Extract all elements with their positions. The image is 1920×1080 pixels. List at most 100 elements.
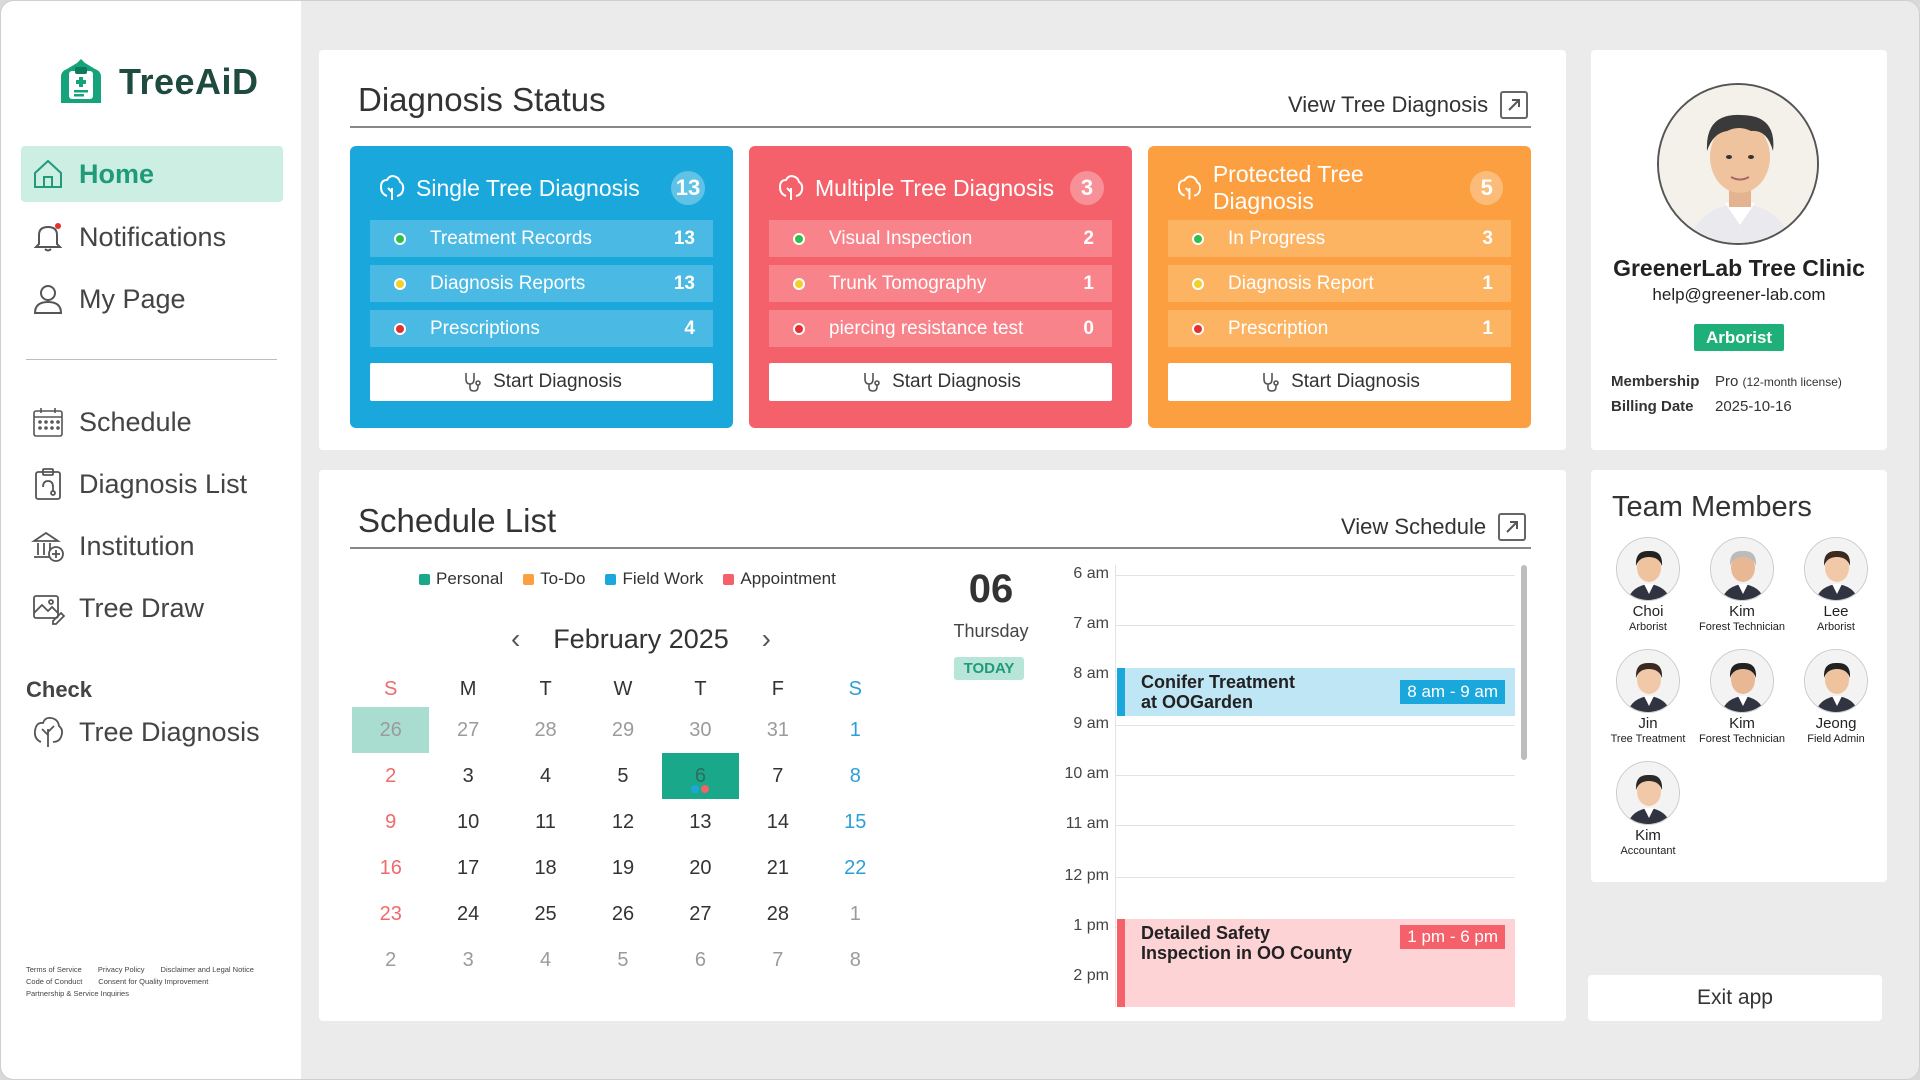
legend-field-work[interactable]: Field Work bbox=[605, 569, 703, 589]
calendar-day[interactable]: 26 bbox=[611, 902, 635, 925]
nav-institution[interactable]: Institution bbox=[21, 518, 283, 574]
calendar-day[interactable]: 7 bbox=[772, 764, 784, 787]
diagnosis-report-row[interactable]: Diagnosis Report 1 bbox=[1168, 265, 1511, 302]
calendar-day[interactable]: 15 bbox=[844, 810, 867, 833]
today-badge[interactable]: TODAY bbox=[954, 657, 1024, 680]
calendar-day[interactable]: 23 bbox=[379, 902, 402, 925]
tree-outline-icon bbox=[379, 174, 405, 200]
schedule-legend: Personal To-Do Field Work Appointment bbox=[419, 569, 836, 589]
team-member[interactable]: Lee Arborist bbox=[1789, 537, 1883, 633]
calendar-day[interactable]: 19 bbox=[611, 856, 635, 879]
calendar-day[interactable]: 26 bbox=[352, 707, 430, 753]
calendar-day[interactable]: 8 bbox=[849, 948, 861, 971]
calendar-day[interactable]: 20 bbox=[689, 856, 712, 879]
membership-value: Pro bbox=[1715, 373, 1739, 390]
in-progress-row[interactable]: In Progress 3 bbox=[1168, 220, 1511, 257]
treatment-records-row[interactable]: Treatment Records 13 bbox=[370, 220, 713, 257]
next-month-button[interactable]: › bbox=[761, 623, 771, 654]
legend-personal[interactable]: Personal bbox=[419, 569, 503, 589]
calendar-day[interactable]: 1 bbox=[849, 902, 861, 925]
nav-schedule[interactable]: Schedule bbox=[21, 394, 283, 450]
calendar-day[interactable]: 22 bbox=[844, 856, 867, 879]
nav-notifications[interactable]: Notifications bbox=[21, 209, 283, 265]
clinic-name: GreenerLab Tree Clinic bbox=[1613, 255, 1865, 281]
calendar-day[interactable]: 1 bbox=[849, 718, 861, 741]
visual-inspection-row[interactable]: Visual Inspection 2 bbox=[769, 220, 1112, 257]
calendar-day[interactable]: 10 bbox=[457, 810, 480, 833]
legend-label: Appointment bbox=[740, 569, 836, 588]
profile-avatar[interactable] bbox=[1657, 83, 1819, 245]
calendar-day[interactable]: 27 bbox=[689, 902, 712, 925]
team-member[interactable]: Kim Forest Technician bbox=[1695, 649, 1789, 745]
calendar-day[interactable]: 17 bbox=[457, 856, 480, 879]
calendar-day[interactable]: 28 bbox=[534, 718, 557, 741]
nav-tree-draw[interactable]: Tree Draw bbox=[21, 580, 283, 636]
nav-my-page[interactable]: My Page bbox=[21, 271, 283, 327]
start-single-diagnosis-button[interactable]: Start Diagnosis bbox=[370, 363, 713, 401]
calendar-day[interactable]: 2 bbox=[385, 764, 397, 787]
diagnosis-reports-row[interactable]: Diagnosis Reports 13 bbox=[370, 265, 713, 302]
calendar-day[interactable]: 6 bbox=[661, 753, 740, 799]
app-logo[interactable]: TreeAiD bbox=[55, 57, 259, 107]
calendar-day[interactable]: 24 bbox=[457, 902, 480, 925]
legend-todo[interactable]: To-Do bbox=[523, 569, 585, 589]
prev-month-button[interactable]: ‹ bbox=[511, 623, 521, 654]
prescription-row[interactable]: Prescription 1 bbox=[1168, 310, 1511, 347]
footer-link-consent[interactable]: Consent for Quality Improvement bbox=[98, 977, 209, 986]
weekday-header: W bbox=[613, 677, 633, 700]
calendar-day[interactable]: 5 bbox=[617, 948, 629, 971]
calendar-day[interactable]: 11 bbox=[535, 810, 556, 833]
view-schedule-link[interactable]: View Schedule bbox=[1341, 513, 1527, 541]
event-conifer-treatment[interactable]: Conifer Treatment at OOGarden 8 am - 9 a… bbox=[1117, 668, 1515, 716]
footer-link-privacy[interactable]: Privacy Policy bbox=[97, 965, 145, 974]
calendar-day[interactable]: 30 bbox=[689, 718, 712, 741]
calendar-day[interactable]: 28 bbox=[766, 902, 789, 925]
calendar-day[interactable]: 16 bbox=[379, 856, 402, 879]
calendar-day[interactable]: 9 bbox=[385, 810, 397, 833]
nav-diagnosis-list[interactable]: Diagnosis List bbox=[21, 456, 283, 512]
calendar-day[interactable]: 21 bbox=[766, 856, 789, 879]
calendar-day[interactable]: 3 bbox=[462, 764, 474, 787]
view-tree-diagnosis-link[interactable]: View Tree Diagnosis bbox=[1288, 91, 1529, 119]
start-protected-diagnosis-button[interactable]: Start Diagnosis bbox=[1168, 363, 1511, 401]
calendar-day[interactable]: 3 bbox=[462, 948, 474, 971]
piercing-resistance-row[interactable]: piercing resistance test 0 bbox=[769, 310, 1112, 347]
calendar-day[interactable]: 8 bbox=[849, 764, 861, 787]
calendar-day[interactable]: 14 bbox=[766, 810, 789, 833]
footer-link-partnership[interactable]: Partnership & Service Inquiries bbox=[26, 989, 129, 998]
calendar-day[interactable]: 27 bbox=[457, 718, 480, 741]
trunk-tomography-row[interactable]: Trunk Tomography 1 bbox=[769, 265, 1112, 302]
team-member[interactable]: Kim Accountant bbox=[1601, 761, 1695, 857]
legend-appointment[interactable]: Appointment bbox=[723, 569, 836, 589]
calendar-day[interactable]: 4 bbox=[540, 948, 552, 971]
exit-app-button[interactable]: Exit app bbox=[1588, 975, 1882, 1021]
calendar-day[interactable]: 7 bbox=[772, 948, 784, 971]
team-member[interactable]: Jin Tree Treatment bbox=[1601, 649, 1695, 745]
calendar-day[interactable]: 25 bbox=[534, 902, 557, 925]
calendar-day[interactable]: 31 bbox=[766, 718, 789, 741]
calendar-day[interactable]: 13 bbox=[689, 810, 712, 833]
team-member[interactable]: Jeong Field Admin bbox=[1789, 649, 1883, 745]
event-safety-inspection[interactable]: Detailed Safety Inspection in OO County … bbox=[1117, 919, 1515, 1007]
calendar-day[interactable]: 2 bbox=[385, 948, 397, 971]
calendar-day[interactable]: 4 bbox=[540, 764, 552, 787]
start-multiple-diagnosis-button[interactable]: Start Diagnosis bbox=[769, 363, 1112, 401]
calendar-day[interactable]: 29 bbox=[611, 718, 635, 741]
calendar-day[interactable]: 12 bbox=[611, 810, 635, 833]
footer-link-disclaimer[interactable]: Disclaimer and Legal Notice bbox=[160, 965, 254, 974]
nav-home[interactable]: Home bbox=[21, 146, 283, 202]
nav-tree-diagnosis[interactable]: Tree Diagnosis bbox=[21, 704, 283, 760]
hour-label: 1 pm bbox=[1073, 917, 1109, 934]
day-timeline[interactable]: 6 am 7 am 8 am 9 am 10 am 11 am 12 pm 1 … bbox=[1057, 565, 1527, 1007]
timeline-scrollbar[interactable] bbox=[1521, 565, 1527, 760]
prescriptions-row[interactable]: Prescriptions 4 bbox=[370, 310, 713, 347]
team-member[interactable]: Kim Forest Technician bbox=[1695, 537, 1789, 633]
calendar-day[interactable]: 18 bbox=[534, 856, 557, 879]
calendar-day[interactable]: 5 bbox=[617, 764, 629, 787]
footer-link-conduct[interactable]: Code of Conduct bbox=[26, 977, 83, 986]
calendar-day[interactable]: 6 bbox=[694, 948, 706, 971]
member-name: Lee bbox=[1823, 603, 1849, 620]
footer-link-terms[interactable]: Terms of Service bbox=[26, 965, 82, 974]
nav-schedule-label: Schedule bbox=[79, 406, 192, 437]
team-member[interactable]: Choi Arborist bbox=[1601, 537, 1695, 633]
